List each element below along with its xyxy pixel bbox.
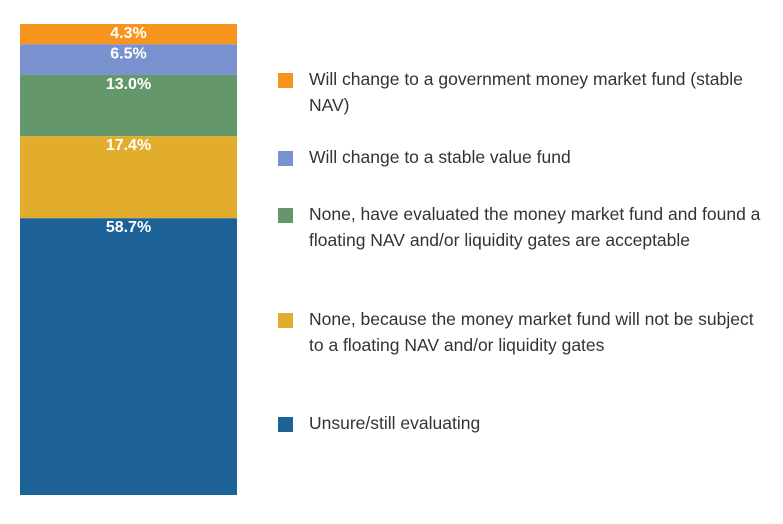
legend-item-evaluated-acceptable: None, have evaluated the money market fu… bbox=[278, 204, 769, 253]
legend-item-stable-value: Will change to a stable value fund bbox=[278, 147, 769, 170]
legend-swatch-government-mmf bbox=[278, 73, 293, 88]
legend-label-not-subject: None, because the money market fund will… bbox=[309, 309, 754, 355]
legend: Will change to a government money market… bbox=[278, 0, 778, 524]
legend-label-stable-value: Will change to a stable value fund bbox=[309, 147, 571, 167]
bar-segment-government-mmf bbox=[20, 24, 237, 45]
bar-segment-unsure bbox=[20, 218, 237, 495]
legend-item-unsure: Unsure/still evaluating bbox=[278, 413, 769, 436]
legend-item-not-subject: None, because the money market fund will… bbox=[278, 309, 769, 358]
legend-label-evaluated-acceptable: None, have evaluated the money market fu… bbox=[309, 204, 761, 250]
data-label-unsure: 58.7% bbox=[106, 219, 151, 236]
legend-label-government-mmf: Will change to a government money market… bbox=[309, 69, 743, 115]
legend-swatch-not-subject bbox=[278, 313, 293, 328]
legend-label-unsure: Unsure/still evaluating bbox=[309, 413, 481, 433]
bar-segment-not-subject bbox=[20, 136, 237, 219]
bar-segment-stable-value bbox=[20, 44, 237, 75]
legend-swatch-evaluated-acceptable bbox=[278, 208, 293, 223]
data-label-not-subject: 17.4% bbox=[106, 137, 151, 154]
data-label-stable-value: 6.5% bbox=[110, 45, 146, 62]
data-label-government-mmf: 4.3% bbox=[110, 25, 146, 42]
legend-swatch-unsure bbox=[278, 417, 293, 432]
bar-segment-evaluated-acceptable bbox=[20, 74, 237, 137]
legend-item-government-mmf: Will change to a government money market… bbox=[278, 69, 769, 118]
data-label-evaluated-acceptable: 13.0% bbox=[106, 76, 151, 93]
legend-swatch-stable-value bbox=[278, 151, 293, 166]
